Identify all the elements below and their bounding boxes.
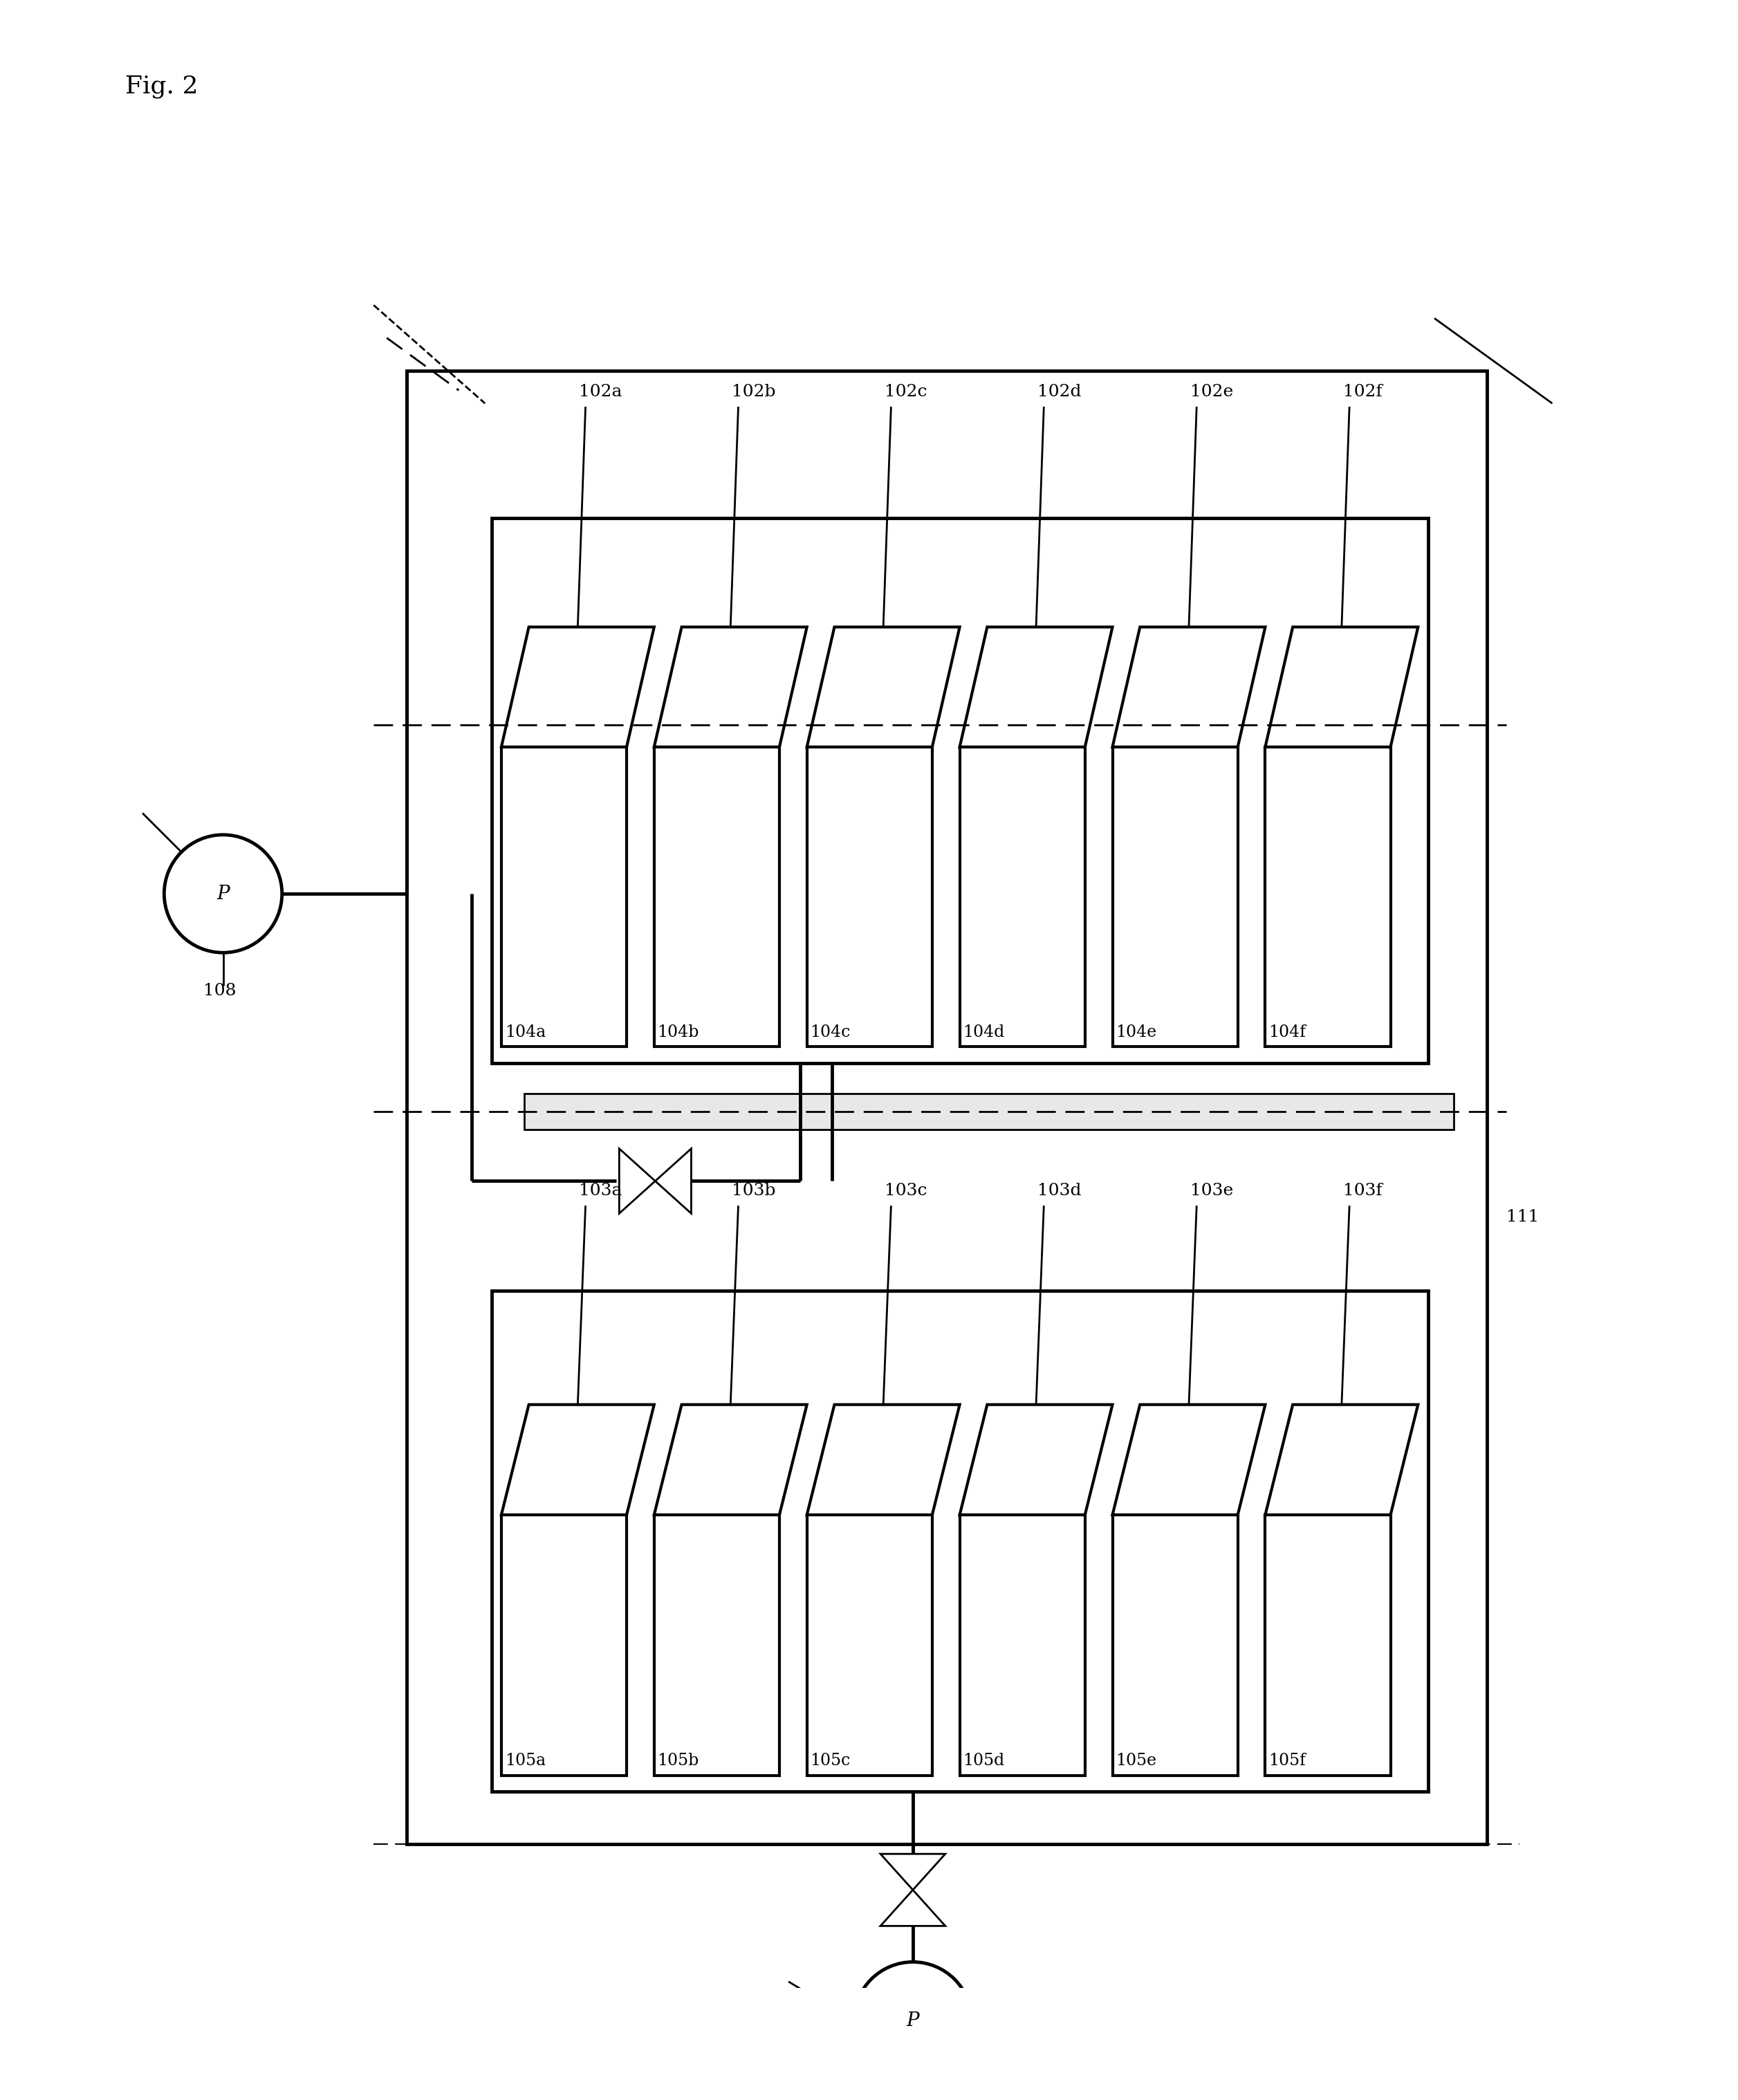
- Bar: [501, 1514, 627, 1774]
- Text: 102c: 102c: [885, 384, 926, 401]
- Text: 103c: 103c: [885, 1182, 926, 1199]
- Bar: [653, 748, 779, 1046]
- Polygon shape: [806, 1405, 959, 1514]
- Text: 105e: 105e: [1116, 1754, 1156, 1768]
- Polygon shape: [1265, 628, 1418, 748]
- Text: 105c: 105c: [810, 1754, 850, 1768]
- Text: 104c: 104c: [810, 1025, 850, 1040]
- Polygon shape: [1112, 628, 1265, 748]
- Bar: [1112, 1514, 1237, 1774]
- Polygon shape: [619, 1149, 655, 1214]
- Bar: [959, 1514, 1085, 1774]
- Bar: [1265, 1514, 1390, 1774]
- Text: 103f: 103f: [1343, 1182, 1382, 1199]
- Bar: [1112, 748, 1237, 1046]
- Text: 103e: 103e: [1191, 1182, 1234, 1199]
- Polygon shape: [959, 1405, 1112, 1514]
- Bar: [525, 1094, 1455, 1130]
- Text: 105d: 105d: [963, 1754, 1005, 1768]
- Text: 111: 111: [1507, 1210, 1540, 1224]
- Text: 104e: 104e: [1116, 1025, 1158, 1040]
- Text: Fig. 2: Fig. 2: [125, 76, 198, 99]
- Bar: [1265, 748, 1390, 1046]
- Polygon shape: [501, 1405, 653, 1514]
- Bar: [806, 748, 932, 1046]
- Bar: [407, 372, 1486, 1844]
- Text: 102f: 102f: [1343, 384, 1382, 401]
- Bar: [806, 1514, 932, 1774]
- Polygon shape: [881, 1854, 945, 1890]
- Text: P: P: [907, 2012, 919, 2031]
- Bar: [959, 748, 1085, 1046]
- Bar: [492, 1292, 1429, 1791]
- Text: 102d: 102d: [1038, 384, 1081, 401]
- Text: 105a: 105a: [504, 1754, 546, 1768]
- Polygon shape: [1112, 1405, 1265, 1514]
- Text: 105b: 105b: [657, 1754, 699, 1768]
- Polygon shape: [653, 1405, 806, 1514]
- Polygon shape: [653, 628, 806, 748]
- Polygon shape: [501, 628, 653, 748]
- Text: 103b: 103b: [732, 1182, 775, 1199]
- Bar: [501, 748, 627, 1046]
- Text: 104b: 104b: [657, 1025, 699, 1040]
- Polygon shape: [959, 628, 1112, 748]
- Polygon shape: [1265, 1405, 1418, 1514]
- Bar: [653, 1514, 779, 1774]
- Text: 102a: 102a: [579, 384, 622, 401]
- Circle shape: [163, 836, 282, 953]
- Text: 103a: 103a: [579, 1182, 622, 1199]
- Bar: [492, 519, 1429, 1063]
- Text: 105f: 105f: [1269, 1754, 1305, 1768]
- Text: 103d: 103d: [1038, 1182, 1081, 1199]
- Text: 102b: 102b: [732, 384, 775, 401]
- Text: 102e: 102e: [1191, 384, 1234, 401]
- Polygon shape: [806, 628, 959, 748]
- Text: 104f: 104f: [1269, 1025, 1305, 1040]
- Polygon shape: [655, 1149, 692, 1214]
- Circle shape: [853, 1961, 972, 2079]
- Text: 104a: 104a: [504, 1025, 546, 1040]
- Text: 104d: 104d: [963, 1025, 1005, 1040]
- Text: P: P: [217, 884, 229, 903]
- Text: 108: 108: [203, 983, 236, 998]
- Polygon shape: [881, 1890, 945, 1926]
